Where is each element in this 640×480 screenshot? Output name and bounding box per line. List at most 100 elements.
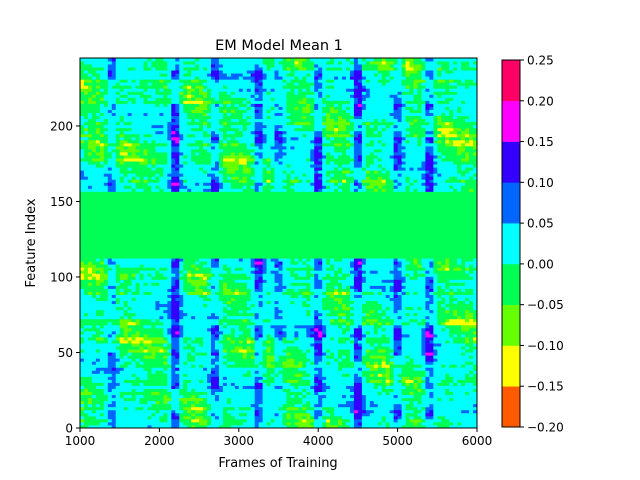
heatmap-cell (175, 282, 180, 286)
heatmap-cell (270, 349, 275, 353)
heatmap-cell (330, 343, 335, 347)
heatmap-cell (465, 385, 470, 389)
heatmap-cell (151, 409, 156, 414)
heatmap-cell (286, 424, 291, 429)
heatmap-cell (250, 294, 256, 298)
heatmap-cell (445, 394, 450, 399)
heatmap-cell (99, 291, 105, 295)
heatmap-cell (135, 349, 140, 353)
heatmap-cell (195, 321, 200, 326)
heatmap-cell (377, 315, 383, 320)
heatmap-cell (87, 285, 93, 289)
heatmap-cell (417, 367, 422, 371)
heatmap-cell (457, 282, 462, 286)
heatmap-cell (139, 337, 144, 341)
heatmap-cell (338, 276, 343, 280)
heatmap-cell (139, 276, 144, 280)
heatmap-cell (298, 300, 303, 305)
heatmap-cell (465, 364, 470, 368)
heatmap-cell (377, 306, 383, 311)
heatmap-cell (437, 361, 442, 365)
heatmap-cell (433, 309, 438, 314)
heatmap-cell (167, 385, 172, 389)
heatmap-cell (107, 346, 113, 350)
heatmap-cell (385, 346, 391, 350)
heatmap-cell (151, 394, 156, 399)
heatmap-cell (437, 321, 442, 326)
heatmap-cell (91, 294, 97, 298)
heatmap-cell (242, 403, 248, 408)
heatmap-cell (349, 424, 355, 429)
heatmap-cell (377, 397, 383, 402)
heatmap-cell (139, 279, 144, 283)
heatmap-cell (179, 394, 184, 399)
heatmap-cell (457, 412, 462, 417)
heatmap-cell (207, 367, 212, 371)
heatmap-cell (123, 421, 129, 426)
heatmap-cell (254, 412, 260, 417)
heatmap-cell (421, 361, 426, 365)
heatmap-cell (389, 421, 395, 426)
heatmap-cell (397, 385, 402, 389)
heatmap-cell (250, 303, 256, 308)
heatmap-cell (461, 297, 466, 302)
heatmap-cell (306, 406, 311, 411)
heatmap-cell (179, 300, 184, 305)
heatmap-cell (461, 333, 466, 338)
heatmap-cell (322, 370, 327, 374)
heatmap-cell (445, 352, 450, 356)
heatmap-cell (389, 397, 395, 402)
heatmap-cell (183, 367, 188, 371)
heatmap-cell (167, 330, 172, 335)
heatmap-cell (218, 412, 224, 417)
heatmap-cell (238, 358, 244, 362)
heatmap-cell (405, 306, 410, 311)
heatmap-cell (302, 394, 307, 399)
heatmap-cell (326, 285, 331, 289)
heatmap-cell (369, 370, 375, 374)
heatmap-cell (274, 315, 279, 320)
heatmap-cell (401, 382, 406, 386)
heatmap-cell (330, 415, 335, 420)
heatmap-cell (274, 382, 279, 386)
heatmap-cell (338, 370, 343, 374)
heatmap-cell (163, 406, 168, 411)
heatmap-cell (397, 318, 402, 323)
heatmap-cell (159, 406, 164, 411)
heatmap-cell (342, 370, 347, 374)
heatmap-cell (91, 279, 97, 283)
heatmap-cell (95, 388, 101, 392)
heatmap-cell (377, 303, 383, 308)
heatmap-cell (342, 303, 347, 308)
heatmap-cell (469, 373, 474, 377)
heatmap-cell (147, 391, 152, 396)
heatmap-cell (345, 352, 351, 356)
heatmap-cell (211, 415, 216, 420)
heatmap-cell (167, 321, 172, 326)
heatmap-cell (405, 330, 410, 335)
heatmap-cell (151, 382, 156, 386)
heatmap-cell (373, 409, 379, 414)
heatmap-cell (143, 276, 148, 280)
heatmap-cell (91, 349, 97, 353)
heatmap-cell (214, 288, 220, 292)
heatmap-cell (147, 279, 152, 283)
heatmap-cell (338, 291, 343, 295)
heatmap-cell (91, 394, 97, 399)
heatmap-cell (83, 379, 89, 383)
heatmap-cell (234, 403, 240, 408)
heatmap-cell (330, 321, 335, 326)
heatmap-cell (377, 391, 383, 396)
heatmap-cell (183, 400, 188, 405)
heatmap-cell (91, 285, 97, 289)
heatmap-cell (230, 346, 236, 350)
heatmap-cell (222, 415, 228, 420)
heatmap-cell (203, 367, 208, 371)
heatmap-cell (139, 352, 144, 356)
heatmap-cell (286, 276, 291, 280)
heatmap-cell (179, 382, 184, 386)
heatmap-cell (465, 415, 470, 420)
heatmap-cell (465, 355, 470, 359)
heatmap-cell (151, 358, 156, 362)
heatmap-cell (155, 312, 160, 317)
